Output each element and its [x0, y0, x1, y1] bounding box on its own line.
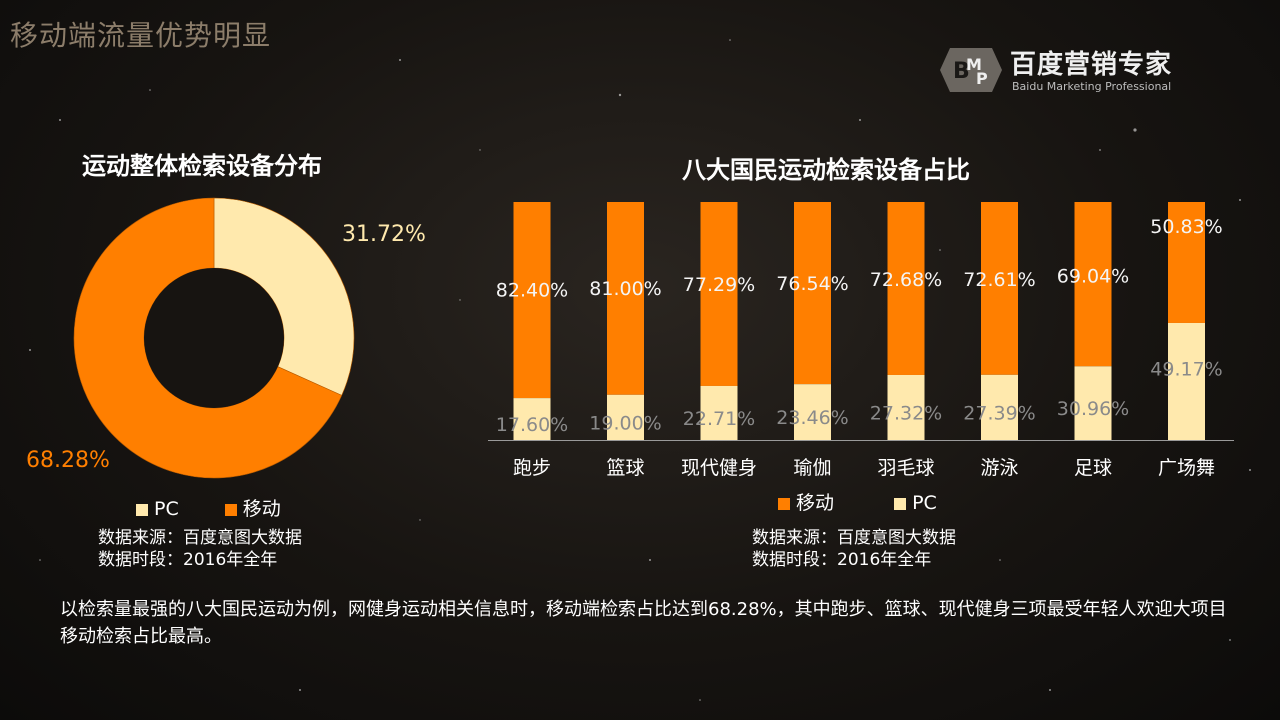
data-label-mobile: 72.61% — [963, 269, 1035, 291]
bar-pc-segment — [794, 384, 831, 440]
legend-label-pc: PC — [154, 498, 179, 520]
bar-legend: 移动 PC — [778, 488, 977, 515]
period-line: 数据时段：2016年全年 — [98, 550, 278, 570]
category-label: 跑步 — [513, 457, 551, 479]
pie-label-pc: 31.72% — [342, 222, 426, 247]
donut-legend: PC 移动 — [136, 494, 321, 521]
source-line: 数据来源：百度意图大数据 — [752, 528, 956, 548]
data-label-pc: 19.00% — [589, 412, 661, 434]
data-label-mobile: 72.68% — [870, 269, 942, 291]
bar-pc-segment — [607, 394, 644, 440]
bar-mobile-segment — [887, 202, 925, 375]
bar-pc-segment — [1168, 322, 1205, 440]
category-label: 现代健身 — [681, 457, 757, 479]
bar-mobile-segment — [513, 202, 551, 399]
source-line: 数据来源：百度意图大数据 — [98, 528, 302, 548]
data-label-pc: 27.39% — [963, 402, 1035, 424]
legend-swatch-pc — [894, 497, 907, 510]
brand-subtitle: Baidu Marketing Professional — [1012, 80, 1172, 93]
donut-chart — [73, 197, 355, 479]
legend-label-mobile: 移动 — [242, 498, 281, 520]
bar-pc-segment — [981, 374, 1018, 440]
bar-source: 数据来源：百度意图大数据 数据时段：2016年全年 — [752, 527, 956, 571]
brand-logo: B M P 百度营销专家 Baidu Marketing Professiona… — [940, 40, 1210, 100]
category-label: 游泳 — [980, 457, 1018, 479]
bar-chart-title: 八大国民运动检索设备占比 — [682, 156, 970, 184]
data-label-mobile: 81.00% — [589, 278, 661, 300]
data-label-mobile: 76.54% — [776, 273, 848, 295]
pie-label-mobile: 68.28% — [26, 448, 110, 473]
legend-item-pc: PC — [894, 492, 937, 514]
period-line: 数据时段：2016年全年 — [752, 550, 932, 570]
bar-mobile-segment — [1074, 202, 1112, 367]
brand-name: 百度营销专家 — [1010, 50, 1173, 80]
donut-source: 数据来源：百度意图大数据 数据时段：2016年全年 — [98, 527, 302, 571]
bar-pc-segment — [887, 374, 925, 440]
data-label-pc: 17.60% — [496, 414, 568, 436]
bar-mobile-segment — [1168, 202, 1205, 323]
category-label: 羽毛球 — [877, 457, 934, 479]
data-label-mobile: 50.83% — [1150, 216, 1222, 238]
bar-mobile-segment — [700, 202, 738, 386]
category-label: 篮球 — [606, 457, 644, 479]
category-label: 广场舞 — [1158, 457, 1215, 479]
legend-label-pc: PC — [912, 492, 937, 514]
data-label-pc: 22.71% — [683, 408, 755, 430]
svg-text:M: M — [966, 55, 982, 74]
data-label-pc: 49.17% — [1150, 358, 1222, 380]
bar-mobile-segment — [794, 202, 831, 385]
bar-mobile-segment — [607, 202, 644, 395]
legend-item-mobile: 移动 — [778, 488, 834, 515]
data-label-pc: 30.96% — [1057, 398, 1129, 420]
legend-item-mobile: 移动 — [224, 494, 281, 521]
bar-pc-segment — [700, 385, 738, 440]
stacked-bar-chart: 82.40% 17.60% 跑步 81.00% 19.00% 篮球 77.29% 22.71%… — [488, 202, 1234, 479]
donut-chart-title: 运动整体检索设备分布 — [82, 152, 322, 180]
category-label: 瑜伽 — [793, 457, 831, 479]
data-label-pc: 27.32% — [870, 402, 942, 424]
data-label-mobile: 82.40% — [496, 279, 568, 301]
legend-swatch-mobile — [224, 503, 237, 516]
svg-text:P: P — [976, 69, 988, 88]
legend-item-pc: PC — [136, 498, 179, 520]
donut-hole — [144, 268, 284, 408]
data-label-pc: 23.46% — [776, 407, 848, 429]
data-label-mobile: 69.04% — [1057, 265, 1129, 287]
legend-swatch-mobile — [778, 497, 790, 510]
bar-pc-segment — [513, 398, 551, 440]
legend-swatch-pc — [136, 503, 148, 516]
legend-label-mobile: 移动 — [796, 492, 835, 514]
bar-mobile-segment — [981, 202, 1018, 375]
bar-pc-segment — [1074, 366, 1112, 440]
summary-text: 以检索量最强的八大国民运动为例，网健身运动相关信息时，移动端检索占比达到68.2… — [60, 599, 1227, 647]
data-label-mobile: 77.29% — [683, 274, 755, 296]
svg-text:B: B — [953, 59, 970, 84]
page-title: 移动端流量优势明显 — [10, 19, 272, 52]
category-label: 足球 — [1074, 457, 1112, 479]
brand-logo-icon: B M P — [940, 48, 1002, 92]
